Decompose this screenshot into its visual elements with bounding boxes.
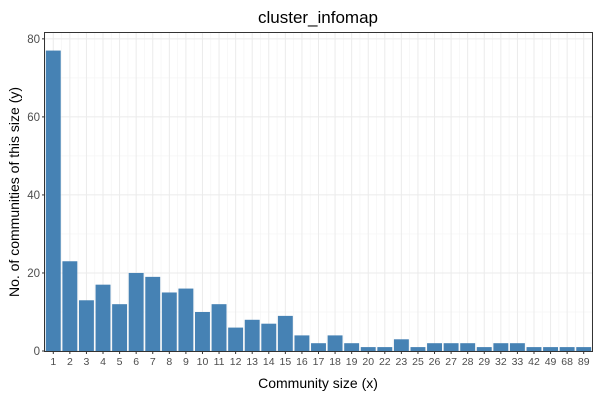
x-tick-label: 4 (100, 356, 106, 368)
x-tick-label: 20 (362, 356, 374, 368)
bar-15 (277, 315, 293, 351)
bar-6 (128, 272, 144, 351)
bar-20 (360, 347, 376, 351)
x-tick-label: 12 (230, 356, 242, 368)
bar-28 (460, 343, 476, 351)
bar-11 (211, 304, 227, 351)
x-tick-label: 18 (329, 356, 341, 368)
x-tick-label: 27 (445, 356, 457, 368)
bar-27 (443, 343, 459, 351)
bar-23 (393, 339, 409, 351)
bar-29 (476, 347, 492, 351)
bar-12 (228, 327, 244, 351)
x-tick-label: 49 (545, 356, 557, 368)
bar-25 (410, 347, 426, 351)
bar-4 (95, 284, 111, 351)
x-tick-label: 26 (429, 356, 441, 368)
x-tick-label: 19 (346, 356, 358, 368)
x-tick-label: 3 (84, 356, 90, 368)
x-tick-label: 9 (183, 356, 189, 368)
bars (45, 50, 592, 351)
x-tick-label: 1 (50, 356, 56, 368)
x-tick-label: 17 (313, 356, 325, 368)
x-tick-label: 5 (117, 356, 123, 368)
bar-1 (45, 50, 61, 351)
x-tick-label: 6 (133, 356, 139, 368)
bar-19 (344, 343, 360, 351)
x-tick-label: 16 (296, 356, 308, 368)
grid-lines (44, 33, 593, 352)
bar-13 (244, 319, 260, 351)
y-tick-label: 80 (27, 34, 40, 46)
x-tick-label: 11 (214, 356, 225, 368)
x-tick-label: 14 (263, 356, 275, 368)
bar-49 (543, 347, 559, 351)
bar-7 (145, 276, 161, 351)
bar-5 (112, 304, 128, 351)
x-tick-label: 13 (246, 356, 258, 368)
y-tick-label: 60 (27, 112, 40, 124)
bar-18 (327, 335, 343, 351)
bar-68 (559, 347, 575, 351)
x-axis-label: Community size (x) (258, 375, 378, 391)
bar-3 (78, 300, 94, 351)
x-tick-label: 8 (166, 356, 172, 368)
bar-22 (377, 347, 393, 351)
bar-33 (509, 343, 525, 351)
bar-9 (178, 288, 194, 351)
x-tick-label: 28 (462, 356, 474, 368)
bar-17 (311, 343, 326, 351)
x-tick-label: 22 (379, 356, 391, 368)
x-tick-label: 68 (561, 356, 573, 368)
bar-8 (161, 292, 177, 351)
y-tick-label: 20 (27, 268, 40, 280)
x-tick-label: 15 (280, 356, 292, 368)
x-tick-label: 23 (396, 356, 408, 368)
bar-10 (195, 311, 210, 351)
bar-26 (427, 343, 442, 351)
y-tick-label: 0 (34, 346, 40, 358)
y-tick-label: 40 (27, 190, 40, 202)
x-tick-label: 32 (495, 356, 507, 368)
x-tick-label: 2 (67, 356, 73, 368)
bar-32 (493, 343, 509, 351)
x-tick-label: 10 (197, 356, 209, 368)
x-tick-label: 89 (578, 356, 590, 368)
bar-2 (62, 261, 78, 351)
x-tick-label: 25 (412, 356, 424, 368)
bar-89 (576, 347, 592, 351)
bar-42 (526, 347, 542, 351)
x-tick-label: 33 (512, 356, 524, 368)
x-tick-label: 42 (528, 356, 540, 368)
x-axis: 1 2 3 4 5 6 7 8 9 10 11 12 13 14 15 16 17 18 19 20 22 23 25 26 2… (50, 351, 590, 368)
chart-title: cluster_infomap (258, 8, 378, 27)
x-tick-label: 7 (150, 356, 156, 368)
y-axis-label: No. of communities of this size (y) (6, 87, 22, 297)
x-tick-label: 29 (478, 356, 490, 368)
bar-14 (261, 323, 277, 351)
y-axis: 0 20 40 60 80 (27, 34, 45, 358)
bar-16 (294, 335, 310, 351)
